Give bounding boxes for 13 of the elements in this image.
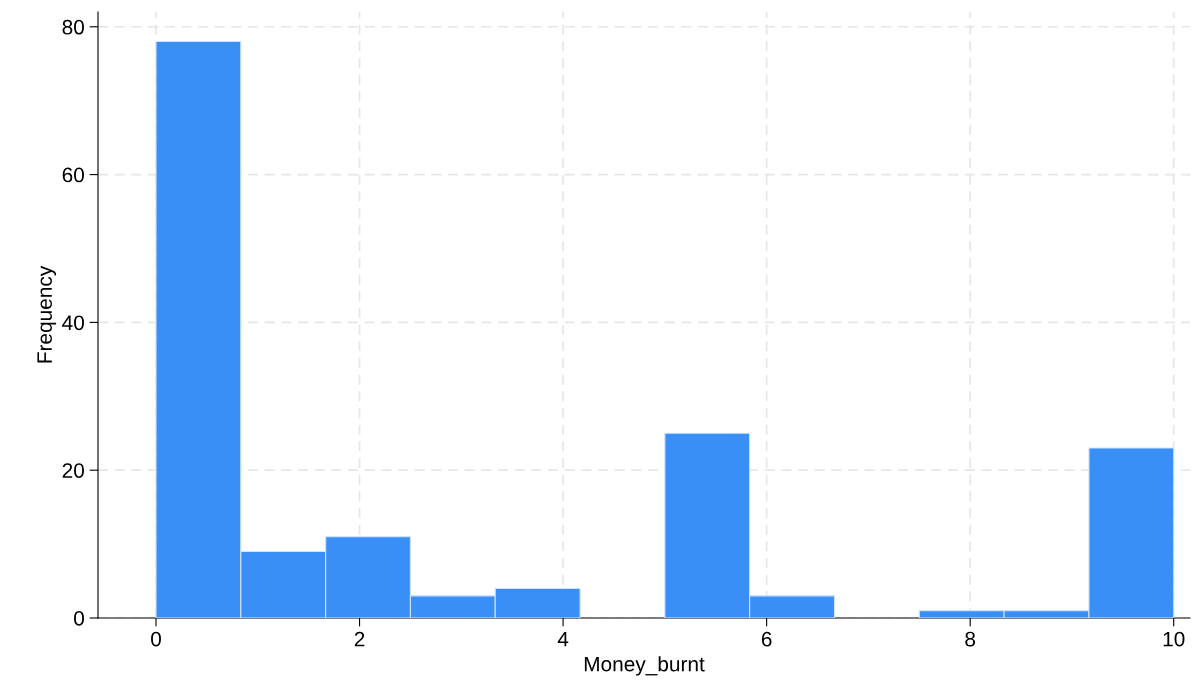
x-axis-title: Money_burnt: [584, 656, 705, 676]
x-tick-label: 2: [354, 631, 365, 647]
x-tick-label: 4: [557, 631, 569, 647]
x-tick-label: 0: [151, 631, 161, 647]
x-tick-label: 10: [1163, 631, 1185, 647]
x-tick-label: 6: [761, 631, 772, 647]
y-tick-label: 0: [74, 611, 84, 626]
y-axis-title: Frequency: [37, 265, 57, 363]
x-tick-label: 8: [965, 631, 976, 647]
y-tick-label: 40: [62, 315, 84, 331]
y-tick-label: 20: [62, 463, 84, 478]
y-tick-label: 80: [62, 19, 84, 35]
y-tick-label: 60: [62, 167, 84, 183]
